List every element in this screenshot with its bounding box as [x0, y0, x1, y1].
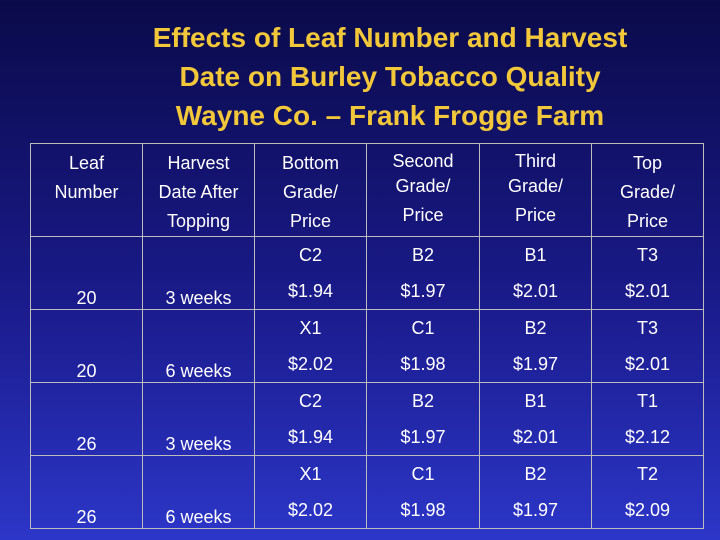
price: $1.94 — [287, 427, 334, 447]
grade: B2 — [524, 464, 547, 484]
harvest-date-cell: 6 weeks — [142, 455, 255, 529]
grade-price-cell: B1 $2.01 — [479, 382, 592, 456]
header-text: Date After — [158, 182, 239, 202]
grade-price-cell: C2 $1.94 — [254, 236, 367, 310]
harvest-date-cell: 3 weeks — [142, 382, 255, 456]
grade-price-cell: B2 $1.97 — [479, 309, 592, 383]
grade: C1 — [411, 318, 435, 338]
header-top-grade: Top Grade/ Price — [591, 143, 704, 237]
grade-price-cell: T3 $2.01 — [591, 309, 704, 383]
header-text: Price — [402, 205, 444, 225]
header-text: Topping — [166, 211, 231, 231]
header-second-grade: Second Grade/ Price — [366, 143, 480, 237]
price: $1.97 — [512, 354, 559, 374]
price: $1.94 — [287, 281, 334, 301]
price: $1.98 — [400, 500, 446, 520]
grade-price-cell: X1 $2.02 — [254, 455, 367, 529]
header-text: Leaf — [68, 153, 105, 173]
grade-price-cell: T2 $2.09 — [591, 455, 704, 529]
leaf-number-cell: 26 — [30, 382, 143, 456]
grade: B1 — [524, 245, 547, 265]
price: $2.02 — [287, 354, 334, 374]
grade-price-cell: B1 $2.01 — [479, 236, 592, 310]
grade: T3 — [636, 245, 658, 265]
header-text: Grade/ — [282, 182, 339, 202]
header-text: Price — [289, 211, 331, 231]
header-text: Harvest — [167, 153, 230, 173]
leaf-number-cell: 26 — [30, 455, 143, 529]
grade-price-cell: B2 $1.97 — [479, 455, 592, 529]
header-leaf-number: Leaf Number — [30, 143, 143, 237]
header-text: Third — [514, 151, 556, 171]
price: $2.01 — [624, 354, 671, 374]
grade-price-cell: T3 $2.01 — [591, 236, 704, 310]
grade-price-cell: T1 $2.12 — [591, 382, 704, 456]
tobacco-quality-table: Leaf Number Harvest Date After Topping B… — [30, 143, 704, 529]
grade-price-cell: B2 $1.97 — [366, 236, 480, 310]
price: $2.01 — [512, 427, 559, 447]
table-row: 20 3 weeks C2 $1.94 B2 $1.97 B1 $2.01 T3 $2.… — [30, 236, 704, 310]
table-row: 20 6 weeks X1 $2.02 C1 $1.98 B2 $1.97 T3 $2.… — [30, 309, 704, 383]
grade: T2 — [636, 464, 658, 484]
grade: C2 — [298, 391, 322, 411]
grade: B2 — [524, 318, 547, 338]
grade: B2 — [411, 245, 435, 265]
table-row: 26 3 weeks C2 $1.94 B2 $1.97 B1 $2.01 T1 $2.… — [30, 382, 704, 456]
table-row: 26 6 weeks X1 $2.02 C1 $1.98 B2 $1.97 T2 $2.… — [30, 455, 704, 529]
header-third-grade: Third Grade/ Price — [479, 143, 592, 237]
header-text: Bottom — [281, 153, 340, 173]
title-line-3: Wayne Co. – Frank Frogge Farm — [175, 100, 605, 131]
price: $2.01 — [624, 281, 671, 301]
grade: X1 — [299, 464, 322, 484]
grade: B1 — [524, 391, 547, 411]
grade-price-cell: C1 $1.98 — [366, 455, 480, 529]
price: $1.97 — [400, 281, 446, 301]
leaf-number-cell: 20 — [30, 236, 143, 310]
grade-price-cell: B2 $1.97 — [366, 382, 480, 456]
header-text: Price — [514, 205, 556, 225]
header-text: Grade/ — [395, 176, 451, 196]
title-line-2: Date on Burley Tobacco Quality — [179, 61, 601, 92]
grade: C1 — [411, 464, 435, 484]
price: $2.01 — [512, 281, 559, 301]
grade: X1 — [299, 318, 322, 338]
leaf-number-cell: 20 — [30, 309, 143, 383]
title-line-1: Effects of Leaf Number and Harvest — [152, 22, 628, 53]
header-text: Second — [392, 151, 454, 171]
grade: T3 — [636, 318, 658, 338]
grade: C2 — [298, 245, 322, 265]
header-text: Top — [632, 153, 663, 173]
slide-title: Effects of Leaf Number and Harvest Date … — [60, 18, 720, 135]
header-text: Grade/ — [619, 182, 676, 202]
price: $1.98 — [400, 354, 446, 374]
price: $2.12 — [624, 427, 671, 447]
harvest-date-cell: 3 weeks — [142, 236, 255, 310]
harvest-date-cell: 6 weeks — [142, 309, 255, 383]
table-header-row: Leaf Number Harvest Date After Topping B… — [30, 143, 704, 237]
grade-price-cell: X1 $2.02 — [254, 309, 367, 383]
price: $1.97 — [512, 500, 559, 520]
header-text: Number — [54, 182, 119, 202]
price: $2.09 — [624, 500, 671, 520]
price: $2.02 — [287, 500, 334, 520]
header-bottom-grade: Bottom Grade/ Price — [254, 143, 367, 237]
header-harvest-date: Harvest Date After Topping — [142, 143, 255, 237]
grade: T1 — [636, 391, 658, 411]
price: $1.97 — [400, 427, 446, 447]
grade-price-cell: C1 $1.98 — [366, 309, 480, 383]
grade-price-cell: C2 $1.94 — [254, 382, 367, 456]
header-text: Price — [626, 211, 668, 231]
grade: B2 — [411, 391, 435, 411]
header-text: Grade/ — [507, 176, 564, 196]
